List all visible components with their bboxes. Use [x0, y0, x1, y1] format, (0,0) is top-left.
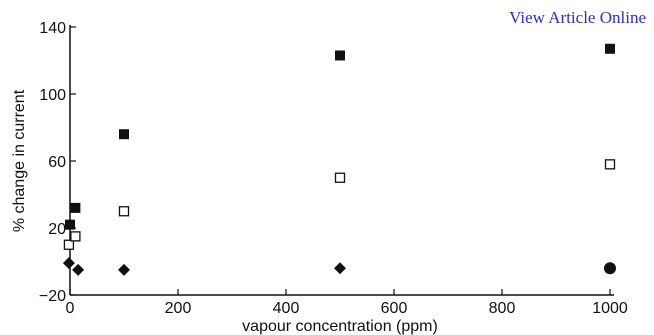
x-tick-label: 1000 [592, 300, 628, 317]
data-point-filled-square [119, 129, 129, 140]
x-tick-label: 0 [66, 300, 75, 317]
data-point-filled-diamond [334, 262, 346, 275]
data-point-filled-diamond [72, 263, 85, 276]
chart-points [62, 43, 616, 276]
y-tick-label: 20 [48, 221, 66, 238]
series-3-filled-circle [604, 262, 616, 275]
data-point-filled-square [335, 50, 345, 61]
x-axis-label: vapour concentration (ppm) [242, 318, 438, 335]
chart-ticks: 0 200 400 600 800 1000 −20 20 60 100 140 [39, 20, 628, 317]
data-point-open-square [604, 159, 616, 170]
y-tick-label: 100 [39, 87, 66, 104]
series-0-filled-square [65, 43, 615, 230]
data-point-open-square [70, 231, 81, 242]
series-2-filled-diamond [62, 257, 346, 276]
data-point-open-square [118, 206, 130, 217]
view-article-online-link[interactable]: View Article Online [509, 8, 646, 27]
data-point-filled-square [605, 43, 615, 54]
data-point-open-square [334, 172, 346, 183]
y-tick-label: 140 [39, 20, 66, 37]
data-point-filled-diamond [118, 263, 130, 276]
y-tick-label: −20 [39, 288, 66, 305]
data-point-filled-square [65, 219, 75, 230]
x-tick-label: 200 [165, 300, 192, 317]
y-axis-label: % change in current [11, 89, 28, 232]
data-point-filled-circle [604, 262, 616, 275]
series-1-open-square [63, 159, 616, 250]
data-point-filled-square [70, 202, 81, 213]
x-tick-label: 400 [273, 300, 300, 317]
x-tick-label: 800 [489, 300, 516, 317]
chart-axes [69, 25, 614, 296]
y-tick-label: 60 [48, 154, 66, 171]
x-tick-label: 600 [381, 300, 408, 317]
data-point-filled-diamond [62, 257, 75, 270]
data-point-open-square [63, 239, 75, 250]
